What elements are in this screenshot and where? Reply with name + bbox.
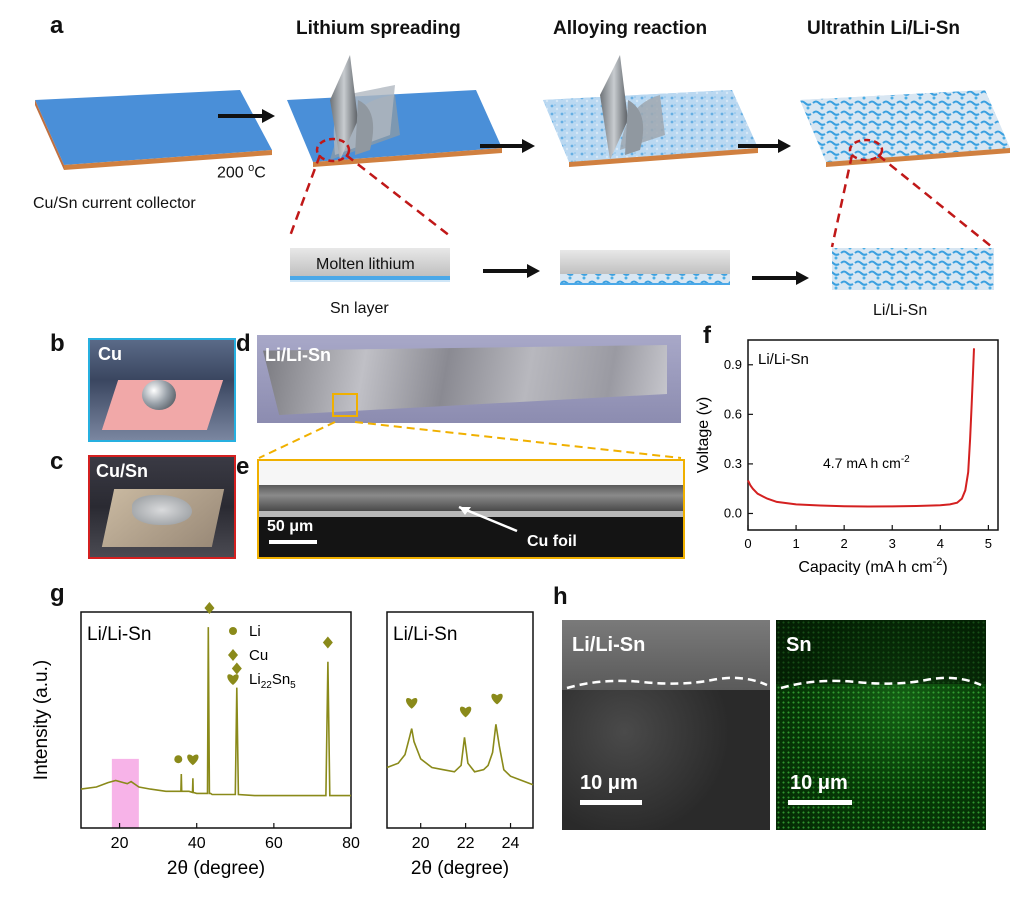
- photo-cu-label: Cu: [98, 344, 122, 364]
- x-axis-label: Capacity (mA h cm-2): [798, 556, 947, 575]
- arrow-icon: [752, 271, 809, 285]
- panel-label-d: d: [236, 330, 251, 357]
- eds-sn-label: Sn: [786, 634, 812, 656]
- x-tick-label: 22: [457, 835, 475, 852]
- legend-label: Li: [249, 623, 261, 640]
- li-sn-caption: Li/Li-Sn: [873, 302, 928, 319]
- cross-section-molten: [290, 248, 450, 282]
- plot-frame: [80, 611, 352, 829]
- x-tick-label: 80: [342, 835, 360, 852]
- series-line: [747, 348, 975, 508]
- heart-peak-marker: [491, 693, 503, 705]
- photo-cu-sn-label: Cu/Sn: [96, 461, 148, 481]
- x-axis-label: 2θ (degree): [167, 858, 265, 879]
- legend-heart-icon: [227, 674, 239, 685]
- eds-map-sn: Sn 10 μm: [776, 620, 986, 830]
- panel-label-f: f: [703, 322, 711, 349]
- photo-cu-sn: Cu/Sn: [88, 455, 236, 559]
- x-tick-label: 20: [412, 835, 430, 852]
- sem-cross-section: 50 μm Cu foil: [257, 459, 685, 559]
- x-axis-label: 2θ (degree): [411, 858, 509, 879]
- chart-inset-label: Li/Li-Sn: [393, 624, 457, 645]
- cross-section-li-sn: [832, 248, 994, 290]
- heart-peak-marker: [187, 754, 199, 766]
- panel-label-h: h: [553, 583, 568, 610]
- diamond-peak-marker: [322, 636, 333, 649]
- annotation-capacity: 4.7 mA h cm-2: [823, 454, 910, 471]
- legend-circle-icon: [229, 627, 237, 635]
- plate-lithium-spreading: [287, 55, 502, 167]
- scale-bar-e: [269, 540, 317, 544]
- circle-peak-marker: [174, 755, 183, 764]
- arrow-icon: [483, 264, 540, 278]
- photo-li-li-sn-foil: Li/Li-Sn: [257, 335, 681, 423]
- cu-foil-label: Cu foil: [527, 533, 577, 550]
- x-tick-label: 3: [889, 536, 896, 551]
- plate-ultrathin: [800, 90, 1010, 167]
- sem-left-label: Li/Li-Sn: [572, 634, 646, 656]
- sem-image-li-li-sn: Li/Li-Sn 10 μm: [562, 620, 770, 830]
- scale-label-h-left: 10 μm: [580, 772, 638, 794]
- y-axis-label: Intensity (a.u.): [31, 660, 52, 780]
- panel-label-c: c: [50, 448, 64, 475]
- panel-label-a: a: [50, 12, 64, 39]
- x-tick-label: 60: [265, 835, 283, 852]
- scale-label-h-right: 10 μm: [790, 772, 848, 794]
- chart-inset-label: Li/Li-Sn: [758, 351, 809, 368]
- scale-bar-h-right: [788, 800, 852, 805]
- panel-label-e: e: [236, 453, 250, 480]
- panel-label-b: b: [50, 330, 65, 357]
- scale-bar-h-left: [580, 800, 642, 805]
- y-tick-label: 0.9: [724, 357, 742, 372]
- zoom-lines-d-e: [258, 421, 682, 459]
- y-tick-label: 0.0: [724, 505, 742, 520]
- step-title-ultrathin: Ultrathin Li/Li-Sn: [807, 18, 961, 39]
- temperature-label: 200 oC: [217, 162, 266, 182]
- heart-peak-marker: [406, 698, 418, 709]
- chart-voltage-capacity: 0 1 2 3 4 5 0.0 0.3 0.6 0.9 Li/Li-Sn 4.7 mA h cm-2 C…: [695, 339, 999, 575]
- step-title-alloying-reaction: Alloying reaction: [553, 18, 708, 39]
- highlight-region: [111, 758, 139, 828]
- arrow-icon: [738, 139, 791, 153]
- y-tick-label: 0.3: [724, 456, 742, 471]
- arrow-icon: [218, 109, 275, 123]
- x-tick-label: 20: [111, 835, 129, 852]
- y-tick-label: 0.6: [724, 406, 742, 421]
- diamond-peak-marker: [231, 662, 242, 675]
- scale-label-e: 50 μm: [267, 518, 314, 535]
- chart-xrd-zoom: 20 22 24 Li/Li-Sn 2θ (degree): [386, 611, 534, 879]
- heart-peak-marker: [459, 706, 472, 718]
- y-axis-label: Voltage (v): [695, 397, 712, 473]
- photo-d-label: Li/Li-Sn: [265, 345, 331, 365]
- x-tick-label: 0: [744, 536, 751, 551]
- series-line: [386, 724, 534, 786]
- cross-section-alloying: [560, 250, 730, 285]
- x-tick-label: 5: [985, 536, 992, 551]
- substrate-caption: Cu/Sn current collector: [33, 195, 196, 212]
- x-tick-label: 24: [502, 835, 520, 852]
- schematic-diagram: [35, 55, 1010, 290]
- plate-alloying: [543, 55, 758, 167]
- sn-layer-caption: Sn layer: [330, 300, 389, 317]
- legend-diamond-icon: [228, 649, 238, 661]
- photo-cu: Cu: [88, 338, 236, 442]
- x-tick-label: 2: [841, 536, 848, 551]
- panel-label-g: g: [50, 580, 65, 607]
- x-tick-label: 40: [188, 835, 206, 852]
- molten-lithium-label: Molten lithium: [316, 256, 415, 273]
- x-tick-label: 1: [792, 536, 799, 551]
- series-line: [80, 627, 351, 797]
- diamond-peak-marker: [204, 602, 215, 614]
- plot-frame: [747, 339, 999, 531]
- arrow-icon: [480, 139, 535, 153]
- step-title-lithium-spreading: Lithium spreading: [296, 18, 461, 39]
- plot-frame: [386, 611, 534, 829]
- x-tick-label: 4: [937, 536, 944, 551]
- plate-cu-sn: [35, 90, 272, 170]
- chart-xrd-full: 20 40 60 80 Li/Li-Sn Li Cu Li22Sn5 2θ (degree) In…: [31, 602, 360, 879]
- legend-label: Li22Sn5: [249, 671, 296, 691]
- legend-label: Cu: [249, 647, 268, 664]
- chart-inset-label: Li/Li-Sn: [87, 624, 151, 645]
